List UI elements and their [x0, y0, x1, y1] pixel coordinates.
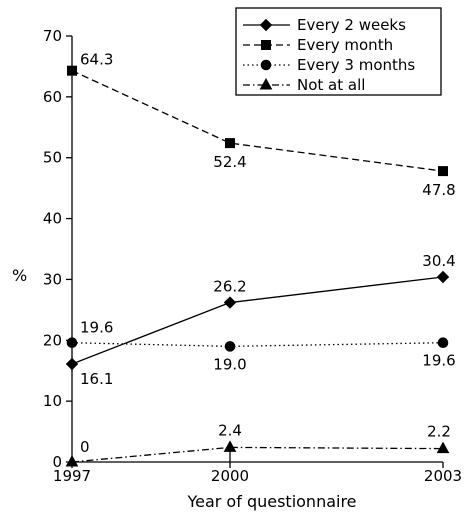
data-label: 2.4	[218, 421, 242, 439]
data-label: 2.2	[427, 423, 451, 441]
data-point	[436, 441, 450, 454]
data-point	[436, 270, 450, 284]
legend-marker	[261, 40, 271, 50]
legend-marker	[259, 77, 273, 90]
series-line	[71, 342, 444, 348]
x-tick-label: 1997	[53, 467, 91, 485]
data-point	[66, 337, 78, 349]
data-label: 64.3	[80, 51, 113, 69]
legend-label: Every 3 months	[297, 56, 415, 74]
series-every-2-weeks	[65, 270, 450, 371]
legend-entry: Every month	[243, 36, 393, 54]
data-label: 19.6	[422, 352, 455, 370]
series-line	[71, 446, 444, 463]
data-label: 16.1	[80, 370, 113, 388]
y-tick-label: 10	[43, 392, 62, 410]
legend-marker	[259, 18, 273, 32]
data-label: 19.0	[213, 355, 246, 373]
data-label: 0	[80, 438, 90, 456]
x-axis-title: Year of questionnaire	[186, 492, 356, 511]
legend-entry: Not at all	[243, 76, 365, 94]
series-line	[71, 276, 444, 365]
y-axis-title: %	[12, 266, 27, 285]
data-label: 30.4	[422, 252, 455, 270]
series-line	[71, 70, 444, 172]
data-point	[67, 65, 77, 76]
x-tick-label: 2003	[424, 467, 462, 485]
x-tick-label: 2000	[211, 467, 249, 485]
y-tick-label: 20	[43, 331, 62, 349]
y-tick-label: 30	[43, 270, 62, 288]
data-label: 26.2	[213, 278, 246, 296]
legend-entry: Every 2 weeks	[243, 16, 406, 34]
data-label: 47.8	[422, 181, 455, 199]
y-tick-label: 40	[43, 210, 62, 228]
data-point	[224, 341, 236, 352]
legend-label: Every 2 weeks	[297, 16, 406, 34]
series-every-month	[67, 65, 448, 177]
y-tick-label: 70	[43, 27, 62, 45]
data-point	[223, 296, 237, 309]
data-labels: 16.1 26.2 30.4 64.3 52.4 47.8 19.6 19.0 19.6 0 2.4…	[80, 51, 456, 456]
data-point	[65, 454, 79, 467]
legend-label: Every month	[297, 36, 393, 54]
series-every-3-months	[66, 337, 449, 352]
series-layer	[65, 65, 450, 467]
y-tick-label: 50	[43, 149, 62, 167]
data-point	[437, 337, 449, 349]
ticks: 0 10 20 30 40 50 60 70 1997 2000 2003	[43, 27, 462, 485]
data-point	[438, 166, 448, 177]
axes	[71, 36, 443, 463]
data-label: 52.4	[213, 153, 246, 171]
data-point	[225, 138, 235, 149]
data-point	[65, 357, 79, 371]
series-not-at-all	[65, 440, 450, 467]
legend-entry: Every 3 months	[243, 56, 415, 74]
legend: Every 2 weeks Every month Every 3 months No…	[235, 7, 442, 96]
legend-marker	[260, 59, 272, 71]
legend-label: Not at all	[297, 76, 365, 94]
legend-box	[235, 7, 442, 96]
y-tick-label: 0	[52, 453, 62, 471]
data-label: 19.6	[80, 319, 113, 337]
y-tick-label: 60	[43, 88, 62, 106]
